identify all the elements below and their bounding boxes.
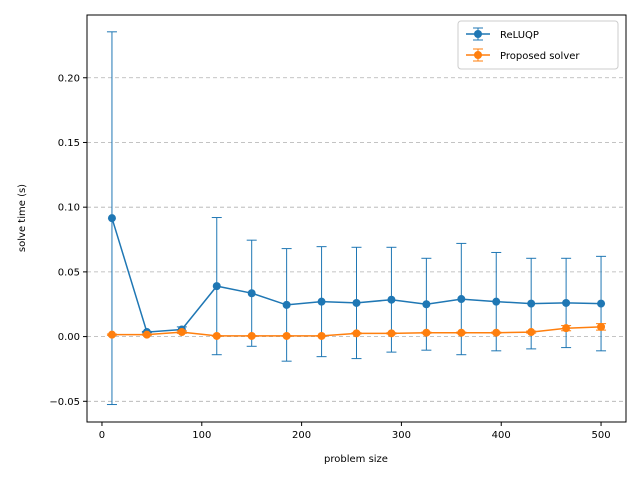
- data-point: [422, 300, 431, 309]
- legend-box: [457, 20, 619, 70]
- legend-label-proposed-solver: Proposed solver: [500, 51, 580, 62]
- y-tick-label: 0.20: [58, 73, 80, 84]
- data-point: [457, 328, 466, 337]
- series-layer: [106, 31, 607, 406]
- y-tick-label: −0.05: [49, 397, 80, 408]
- data-point: [282, 300, 291, 309]
- data-point: [492, 328, 501, 337]
- data-point: [212, 282, 221, 291]
- x-tick-label: 400: [492, 430, 511, 441]
- legend-entry-reluqp: ReLUQP: [466, 27, 539, 41]
- data-point: [142, 330, 151, 339]
- data-point: [317, 297, 326, 306]
- data-point: [212, 331, 221, 340]
- data-point: [352, 329, 361, 338]
- data-point: [562, 298, 571, 307]
- legend: ReLUQP Proposed solver: [457, 20, 619, 70]
- y-axis-label: solve time (s): [17, 184, 28, 252]
- y-axis: −0.05 0.00 0.05 0.10 0.15 0.20: [49, 73, 87, 408]
- x-axis-label: problem size: [324, 454, 388, 465]
- series-proposed-solver: [106, 322, 607, 340]
- y-tick-label: 0.15: [58, 138, 80, 149]
- data-point: [562, 324, 571, 333]
- data-point: [282, 331, 291, 340]
- data-point: [352, 298, 361, 307]
- data-point: [247, 289, 256, 298]
- data-point: [422, 328, 431, 337]
- legend-entry-proposed-solver: Proposed solver: [466, 48, 580, 62]
- data-point: [247, 331, 256, 340]
- data-point: [107, 214, 116, 223]
- x-tick-label: 0: [99, 430, 105, 441]
- data-point: [177, 328, 186, 337]
- x-tick-label: 500: [591, 430, 610, 441]
- data-point: [597, 299, 606, 308]
- data-point: [457, 295, 466, 304]
- x-axis: 0 100 200 300 400 500: [99, 422, 611, 441]
- y-tick-label: 0.10: [58, 203, 80, 214]
- data-point: [387, 295, 396, 304]
- plot-frame: [86, 14, 627, 423]
- data-point: [527, 328, 536, 337]
- x-tick-label: 200: [292, 430, 311, 441]
- data-point: [107, 330, 116, 339]
- legend-label-reluqp: ReLUQP: [500, 30, 539, 41]
- data-point: [317, 331, 326, 340]
- data-point: [597, 322, 606, 331]
- legend-marker-reluqp: [474, 30, 482, 38]
- x-tick-label: 300: [392, 430, 411, 441]
- data-point: [492, 297, 501, 306]
- y-tick-label: 0.00: [58, 332, 80, 343]
- data-point: [387, 329, 396, 338]
- x-tick-label: 100: [192, 430, 211, 441]
- data-point: [527, 299, 536, 308]
- y-tick-label: 0.05: [58, 267, 80, 278]
- legend-marker-proposed-solver: [474, 51, 482, 59]
